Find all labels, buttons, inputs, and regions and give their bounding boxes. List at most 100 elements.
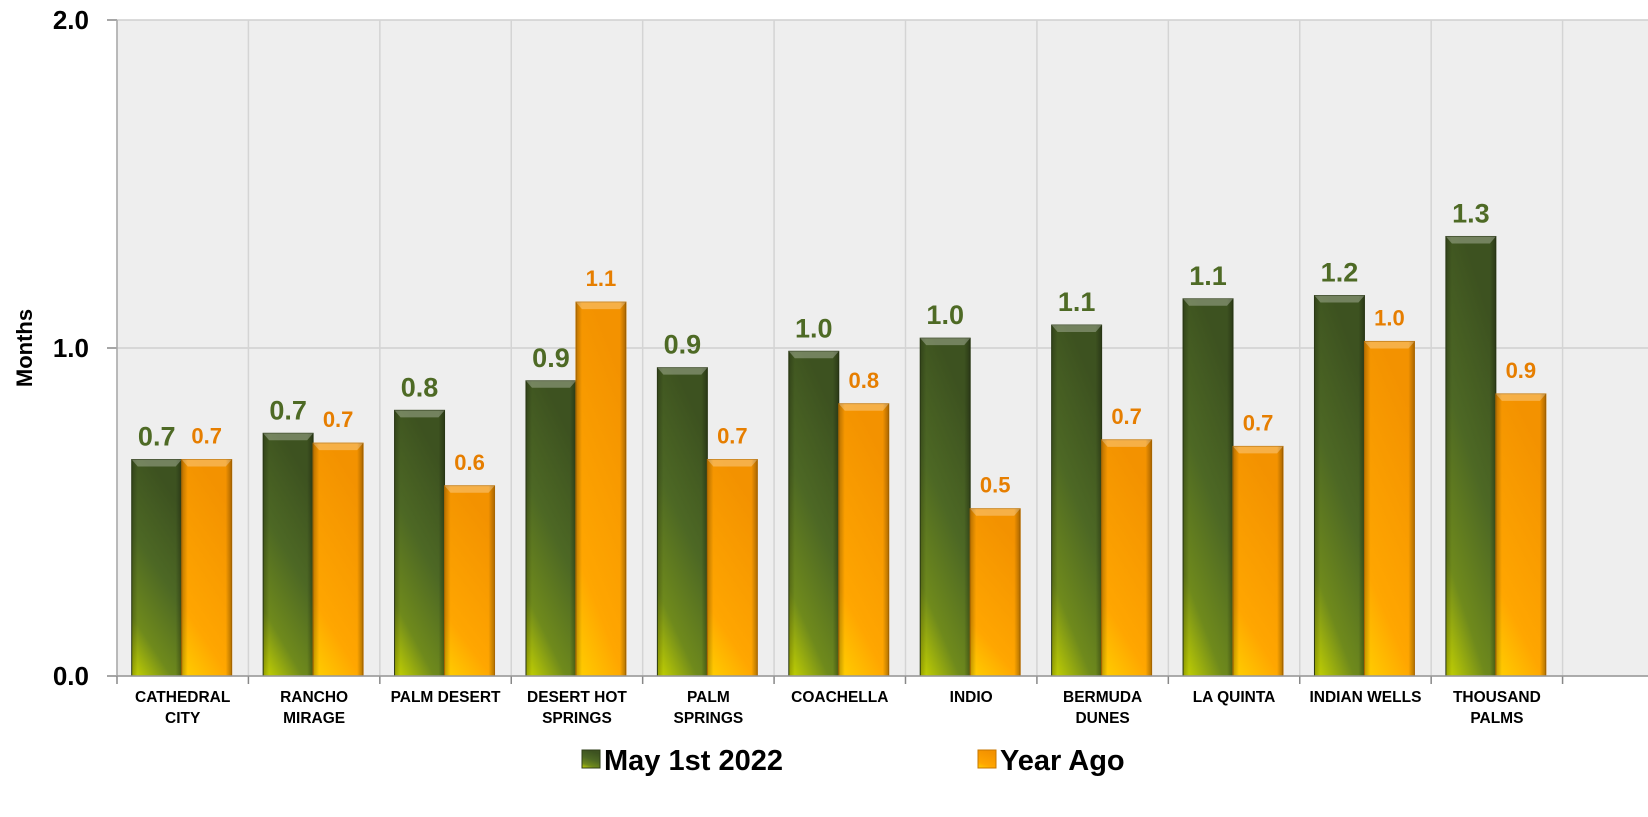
data-label: 0.7	[269, 395, 307, 425]
x-tick-label: CITY	[165, 710, 201, 727]
bar-bevel	[131, 459, 182, 467]
data-label: 0.8	[401, 372, 439, 402]
bar-bevel	[263, 433, 314, 441]
bar-bevel	[707, 459, 758, 467]
bar	[706, 459, 758, 677]
data-label: 0.7	[1111, 404, 1142, 429]
legend-swatch	[581, 749, 601, 769]
bar-shade	[970, 508, 1021, 676]
legend-label: May 1st 2022	[604, 745, 783, 777]
x-tick-label: INDIO	[950, 689, 993, 706]
bar-shade	[1101, 439, 1152, 676]
bar	[262, 432, 314, 677]
x-tick-label: SPRINGS	[542, 710, 612, 727]
data-label: 0.5	[980, 473, 1011, 498]
bar-bevel	[657, 367, 708, 375]
x-tick-label: SPRINGS	[673, 710, 743, 727]
legend-label: Year Ago	[1000, 745, 1125, 777]
data-labels: 0.7 0.7 0.7 0.7 0.8 0.6 0.9 1.1 0.9 0.7 1.0 0.8 1.0 0…	[138, 198, 1536, 497]
bar	[181, 459, 233, 677]
legend-swatch	[977, 749, 997, 769]
bar-shade	[657, 367, 708, 676]
bar-shade	[1314, 295, 1365, 676]
data-label: 0.9	[664, 330, 702, 360]
bar-shade	[1233, 446, 1284, 676]
bar-shade	[1051, 325, 1102, 676]
bar	[131, 459, 183, 677]
x-tick-label: CATHEDRAL	[135, 689, 230, 706]
x-tick-label: DUNES	[1075, 710, 1129, 727]
x-tick-label: PALM DESERT	[391, 689, 501, 706]
bar	[1445, 235, 1497, 677]
bar-shade	[838, 403, 889, 676]
data-label: 1.0	[926, 300, 964, 330]
bar	[575, 301, 627, 677]
bar-shade	[1495, 393, 1546, 676]
x-tick-label: INDIAN WELLS	[1309, 689, 1421, 706]
bar	[1182, 298, 1234, 677]
y-tick-label: 2.0	[53, 5, 89, 35]
x-tick-label: DESERT HOT	[527, 689, 627, 706]
bar	[394, 409, 446, 677]
bar	[1313, 295, 1365, 677]
data-label: 0.7	[191, 424, 222, 449]
bar-bevel	[1233, 446, 1284, 454]
bar-bevel	[920, 338, 971, 346]
x-tick-label: COACHELLA	[791, 689, 888, 706]
data-label: 1.3	[1452, 198, 1490, 228]
data-label: 0.7	[138, 422, 176, 452]
bar-bevel	[970, 508, 1021, 516]
bar-bevel	[1101, 439, 1152, 447]
bar-shade	[313, 443, 364, 676]
bar-bevel	[838, 403, 889, 411]
bar	[1232, 445, 1284, 677]
grid-lines	[116, 19, 1648, 677]
bar-shade	[263, 433, 314, 676]
legend: May 1st 2022 Year Ago	[581, 745, 1125, 777]
bar-bevel	[444, 485, 495, 493]
x-tick-label: THOUSAND	[1453, 689, 1541, 706]
bar-bevel	[1183, 298, 1234, 306]
bar	[838, 403, 890, 677]
data-label: 0.6	[454, 450, 485, 475]
x-tick-label: RANCHO	[280, 689, 348, 706]
data-label: 1.0	[795, 313, 833, 343]
bar-bevel	[575, 302, 626, 310]
bar	[1101, 439, 1153, 677]
data-label: 0.9	[1506, 358, 1537, 383]
bar-shade	[707, 459, 758, 676]
bar-bevel	[1364, 341, 1415, 349]
y-tick-label: 0.0	[53, 661, 89, 691]
bar-bevel	[313, 443, 364, 451]
bar-bevel	[1445, 236, 1496, 244]
bar-shade	[788, 351, 839, 676]
x-tick-label: LA QUINTA	[1193, 689, 1276, 706]
bar-bevel	[1314, 295, 1365, 303]
bar-shade	[525, 380, 576, 676]
bar	[444, 485, 496, 677]
data-label: 1.0	[1374, 305, 1405, 330]
data-label: 0.9	[532, 343, 570, 373]
bar-shade	[394, 410, 445, 676]
data-label: 1.1	[1189, 261, 1227, 291]
bar-shade	[1445, 236, 1496, 677]
bar-bevel	[525, 380, 576, 388]
data-label: 0.8	[848, 368, 879, 393]
bar-bevel	[394, 410, 445, 418]
bar-shade	[575, 302, 626, 676]
bar-bevel	[1495, 393, 1546, 401]
data-label: 1.2	[1321, 258, 1359, 288]
bar-bevel	[788, 351, 839, 359]
bar	[656, 367, 708, 677]
bar	[1051, 324, 1103, 677]
bar-shade	[1183, 298, 1234, 676]
data-label: 1.1	[1058, 287, 1096, 317]
x-tick-label: MIRAGE	[283, 710, 345, 727]
y-tick-label: 1.0	[53, 333, 89, 363]
x-tick-label: BERMUDA	[1063, 689, 1142, 706]
bar-shade	[1364, 341, 1415, 676]
bar	[969, 508, 1021, 677]
data-label: 0.7	[717, 424, 748, 449]
data-label: 0.7	[1243, 410, 1274, 435]
